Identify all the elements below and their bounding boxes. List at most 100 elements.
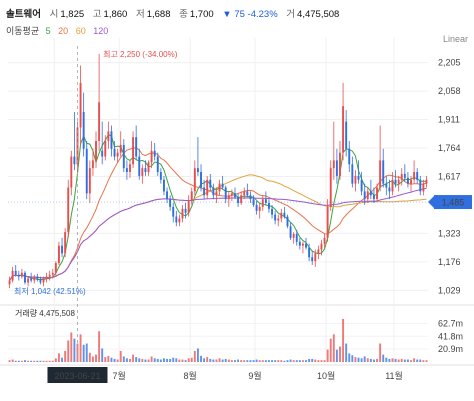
close-label: 종 bbox=[179, 9, 188, 20]
candle-body bbox=[301, 243, 304, 246]
moving-average-lines bbox=[9, 133, 427, 281]
candle-body bbox=[354, 175, 357, 184]
candle-body bbox=[175, 216, 178, 223]
candle-body bbox=[141, 168, 144, 176]
volume-bar bbox=[311, 358, 314, 362]
candle-body bbox=[113, 148, 116, 157]
candle-body bbox=[162, 179, 165, 192]
volume-bar bbox=[95, 354, 97, 362]
candle-body bbox=[317, 249, 320, 254]
ma-label: 이동평균 bbox=[6, 26, 40, 36]
volume-bar bbox=[122, 356, 125, 362]
volume-bar bbox=[98, 331, 101, 362]
volume-bar bbox=[64, 350, 67, 362]
candle-body bbox=[107, 131, 110, 142]
volume-bar bbox=[36, 360, 39, 362]
volume-bar bbox=[385, 357, 388, 362]
candle-body bbox=[20, 272, 23, 277]
candle-body bbox=[200, 172, 202, 188]
volume-bar bbox=[147, 359, 150, 362]
volume-bar bbox=[305, 360, 307, 362]
volume-tick-label: 62.7m bbox=[438, 318, 463, 328]
volume-bar bbox=[218, 358, 221, 362]
candle-body bbox=[264, 199, 267, 204]
crosshair-date-tag bbox=[47, 367, 108, 383]
volume-bar bbox=[372, 359, 375, 362]
ma-line-20 bbox=[9, 147, 427, 281]
ma-60: 60 bbox=[75, 26, 86, 36]
volume-bar bbox=[234, 360, 236, 362]
ma-line-120 bbox=[9, 187, 427, 281]
volume-bar bbox=[292, 360, 295, 362]
open-label: 시 bbox=[49, 9, 59, 20]
volume-bars bbox=[8, 318, 428, 362]
current-price-value: 1,485 bbox=[442, 198, 465, 208]
volume-bar bbox=[20, 360, 23, 362]
candle-body bbox=[311, 257, 314, 262]
volume-bar bbox=[382, 354, 385, 362]
volume-bar bbox=[162, 358, 165, 362]
volume-bar bbox=[345, 343, 348, 362]
candle-body bbox=[85, 148, 88, 194]
volume-bar bbox=[351, 355, 354, 362]
volume-bar bbox=[181, 359, 184, 362]
volume-bar bbox=[397, 359, 400, 362]
candle-body bbox=[172, 206, 175, 217]
candle-body bbox=[227, 195, 230, 200]
candle-body bbox=[230, 193, 233, 196]
volume-bar bbox=[150, 356, 153, 362]
volume-bar bbox=[138, 358, 141, 362]
candle-body bbox=[382, 160, 385, 184]
volume-bar bbox=[252, 360, 255, 362]
candle-body bbox=[203, 187, 206, 196]
volume-bar bbox=[141, 358, 144, 362]
volume-bar bbox=[212, 359, 215, 362]
candle-body bbox=[283, 212, 286, 217]
volume-bar bbox=[264, 360, 267, 362]
candle-body bbox=[61, 245, 64, 254]
volume-bar bbox=[416, 359, 419, 362]
candle-body bbox=[342, 106, 345, 153]
stock-name[interactable]: 솔트웨어 bbox=[6, 9, 41, 20]
volume-bar bbox=[24, 360, 26, 362]
candle-body bbox=[320, 243, 323, 250]
candle-body bbox=[237, 197, 240, 204]
volume-bar bbox=[277, 360, 280, 362]
volume-bar bbox=[403, 359, 406, 362]
candle-body bbox=[286, 216, 289, 227]
moving-average-legend[interactable]: 이동평균 5 20 60 120 bbox=[6, 24, 113, 37]
volume-bar bbox=[166, 358, 169, 362]
volume-bar bbox=[8, 360, 11, 362]
volume-bar bbox=[376, 358, 379, 362]
candle-body bbox=[314, 253, 317, 262]
volume-bar bbox=[51, 360, 54, 362]
volume-bar bbox=[280, 360, 283, 362]
candle-body bbox=[95, 141, 97, 161]
volume-bar bbox=[339, 346, 341, 362]
volume-bar bbox=[394, 358, 397, 362]
candle-body bbox=[70, 156, 73, 188]
low-annotation: 최저 1,042 (42.51%) bbox=[14, 286, 86, 296]
volume-bar bbox=[209, 358, 212, 362]
scale-type-button[interactable]: Linear bbox=[442, 34, 468, 44]
candle-body bbox=[64, 232, 67, 254]
candle-body bbox=[184, 208, 187, 213]
candle-body bbox=[400, 173, 403, 180]
volume-bar bbox=[379, 343, 382, 362]
price-summary-bar: 솔트웨어 시 1,825 고 1,860 저 1,688 종 1,700 ▼ 75 -4… bbox=[6, 6, 345, 20]
candle-body bbox=[212, 187, 215, 196]
candle-body bbox=[419, 179, 422, 192]
candle-body bbox=[357, 175, 360, 180]
candle-body bbox=[51, 272, 54, 275]
volume-bar bbox=[82, 344, 85, 362]
volume-bar bbox=[298, 360, 301, 362]
high-value: 1,860 bbox=[103, 9, 128, 20]
candle-body bbox=[397, 179, 400, 184]
volume-bar bbox=[317, 360, 320, 362]
candle-body bbox=[360, 179, 363, 192]
volume-bar bbox=[360, 358, 363, 362]
candle-body bbox=[218, 183, 221, 192]
volume-bar bbox=[243, 360, 246, 362]
candle-body bbox=[234, 193, 236, 198]
